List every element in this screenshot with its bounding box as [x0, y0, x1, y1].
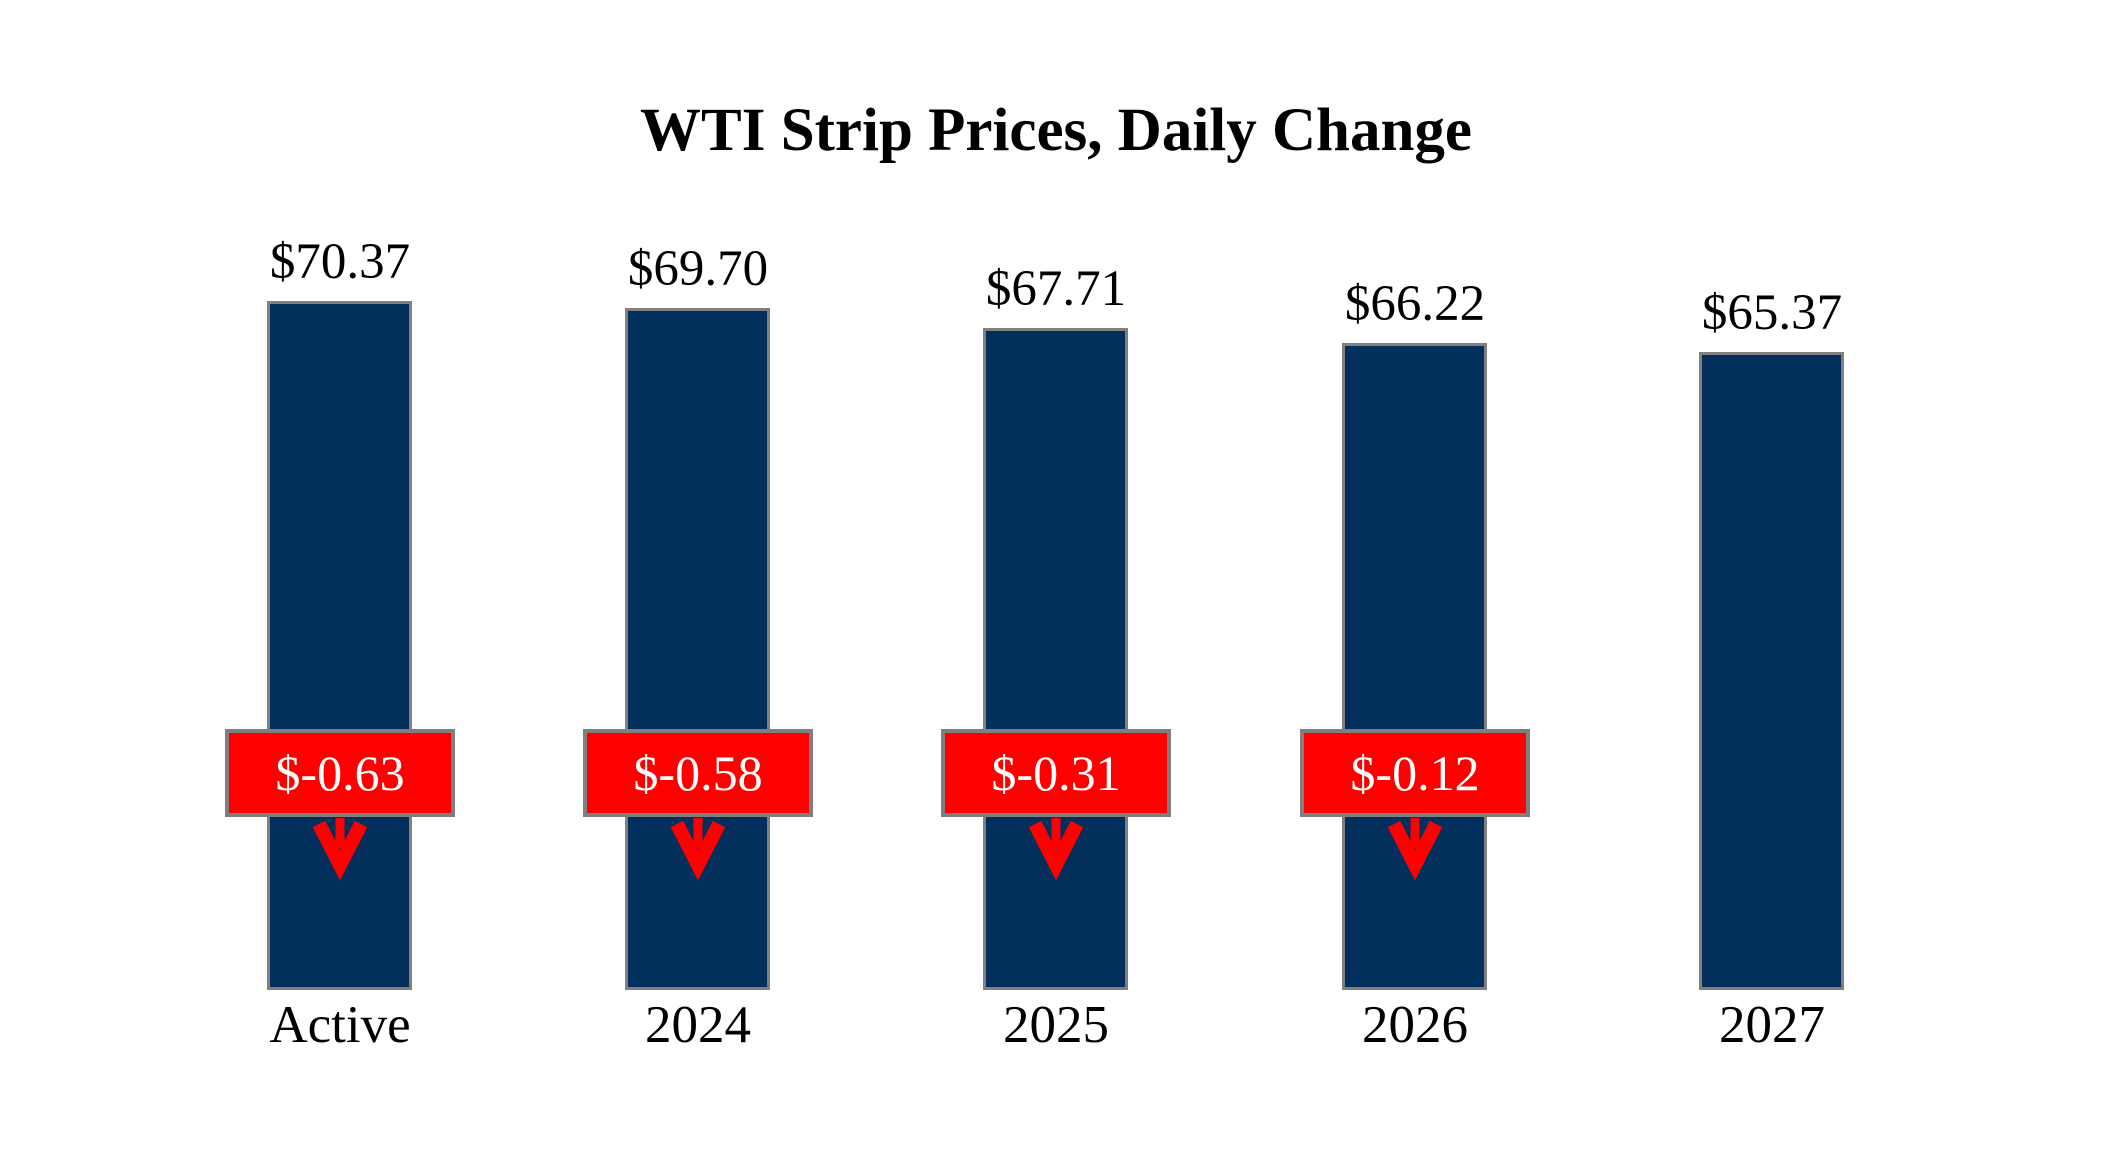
change-badge: $-0.63 [225, 729, 455, 817]
change-label: $-0.63 [275, 745, 405, 801]
category-label: Active [269, 996, 411, 1054]
price-label: $66.22 [1344, 276, 1486, 332]
bar [1699, 352, 1844, 990]
bar-group-2026: $66.22 $-0.12 2026 [1235, 0, 1595, 1152]
down-arrow-icon [312, 818, 368, 881]
bar [1342, 343, 1487, 990]
chart-title: WTI Strip Prices, Daily Change [640, 97, 1472, 164]
change-label: $-0.58 [633, 745, 763, 801]
down-arrow-icon [670, 818, 726, 881]
category-label: 2025 [1003, 996, 1109, 1054]
down-arrow-icon [1028, 818, 1084, 881]
bar-group-2025: $67.71 $-0.31 2025 [876, 0, 1236, 1152]
bar [267, 301, 412, 990]
change-badge: $-0.12 [1300, 729, 1530, 817]
down-arrow-icon [1387, 818, 1443, 881]
price-label: $67.71 [985, 261, 1127, 317]
change-badge: $-0.58 [583, 729, 813, 817]
price-label: $69.70 [627, 241, 769, 297]
bar [625, 308, 770, 990]
bar [983, 328, 1128, 990]
bar-group-2024: $69.70 $-0.58 2024 [518, 0, 878, 1152]
category-label: 2026 [1362, 996, 1468, 1054]
bar-group-active: $70.37 $-0.63 Active [160, 0, 520, 1152]
bar-group-2027: $65.37 2027 [1592, 0, 1952, 1152]
category-label: 2024 [645, 996, 751, 1054]
price-label: $65.37 [1701, 285, 1843, 341]
category-label: 2027 [1719, 996, 1825, 1054]
change-label: $-0.31 [991, 745, 1121, 801]
change-label: $-0.12 [1350, 745, 1480, 801]
change-badge: $-0.31 [941, 729, 1171, 817]
price-label: $70.37 [269, 234, 411, 290]
